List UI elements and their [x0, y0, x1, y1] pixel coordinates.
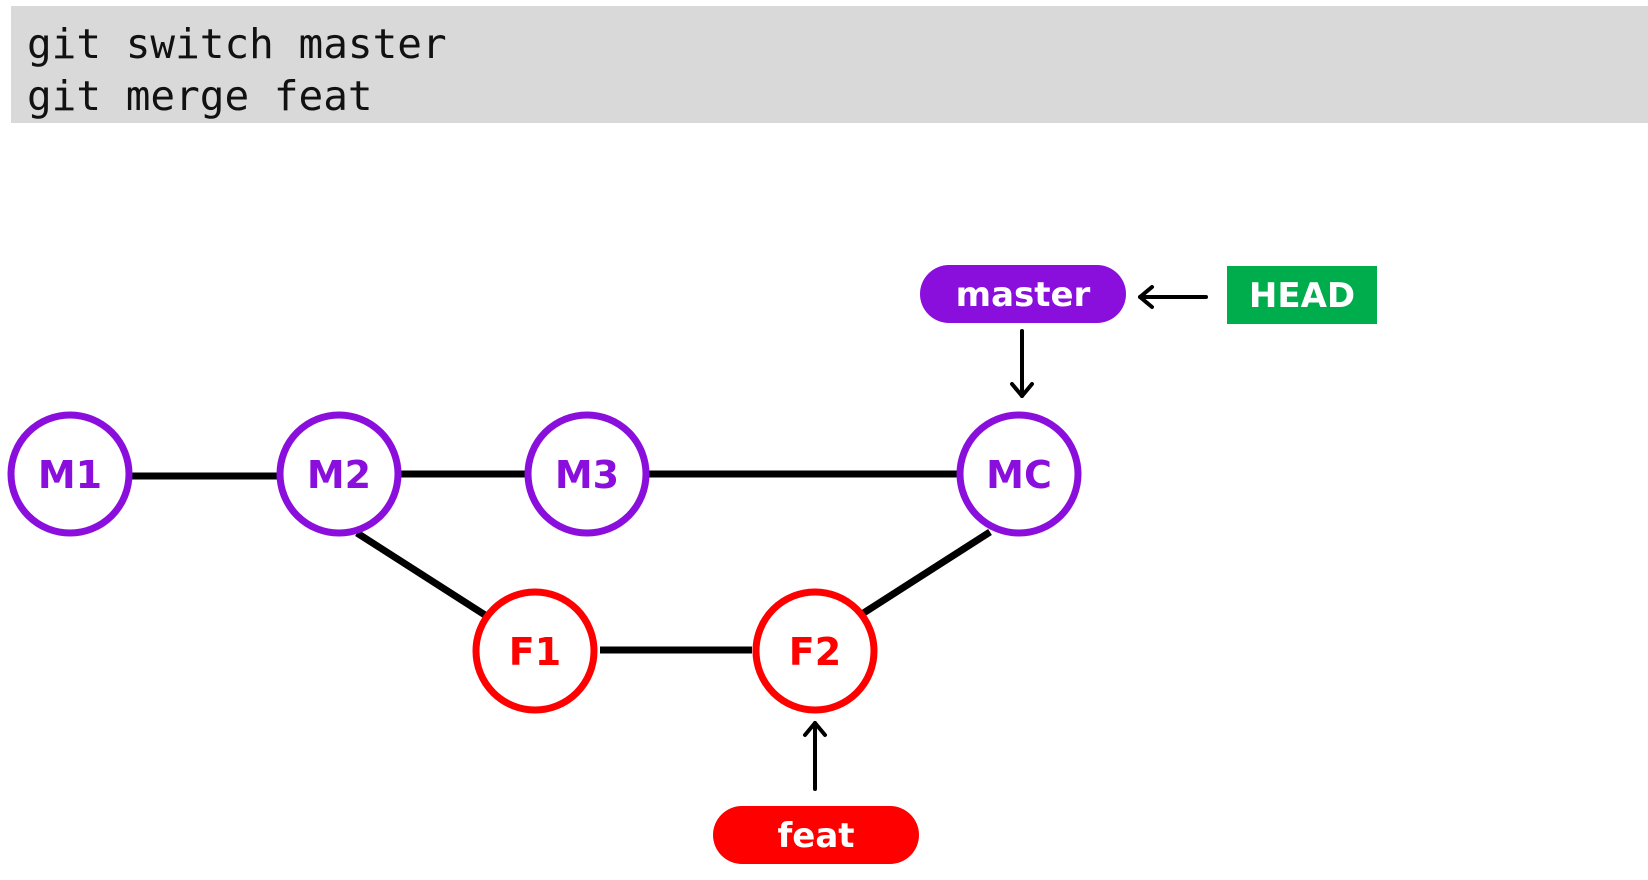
commit-mc: MC — [956, 411, 1082, 537]
svg-text:F2: F2 — [789, 630, 841, 674]
commit-m3: M3 — [524, 411, 650, 537]
svg-text:M2: M2 — [307, 453, 371, 497]
edges — [127, 470, 992, 654]
svg-text:feat: feat — [777, 816, 854, 856]
commit-m1: M1 — [7, 411, 133, 537]
svg-text:MC: MC — [986, 453, 1052, 497]
commit-f2: F2 — [752, 588, 878, 714]
branch-label-feat: feat — [713, 806, 919, 864]
arrow-head-to-master — [1138, 285, 1208, 309]
command-line: git switch master — [27, 20, 447, 68]
edge-f2-mc — [860, 529, 992, 617]
arrow-master-to-mc — [1010, 329, 1034, 398]
command-block: git switch master git merge feat — [11, 6, 1648, 123]
command-line: git merge feat — [27, 72, 373, 120]
svg-text:M3: M3 — [555, 453, 619, 497]
svg-text:M1: M1 — [38, 453, 102, 497]
commit-f1: F1 — [472, 588, 598, 714]
svg-text:master: master — [956, 275, 1091, 315]
arrows — [803, 285, 1208, 791]
svg-text:F1: F1 — [509, 630, 561, 674]
arrow-feat-to-f2 — [803, 721, 827, 791]
svg-text:HEAD: HEAD — [1249, 276, 1355, 316]
edge-m2-f1 — [355, 530, 487, 618]
head-label: HEAD — [1227, 266, 1377, 324]
branch-label-master: master — [920, 265, 1126, 323]
commit-m2: M2 — [276, 411, 402, 537]
